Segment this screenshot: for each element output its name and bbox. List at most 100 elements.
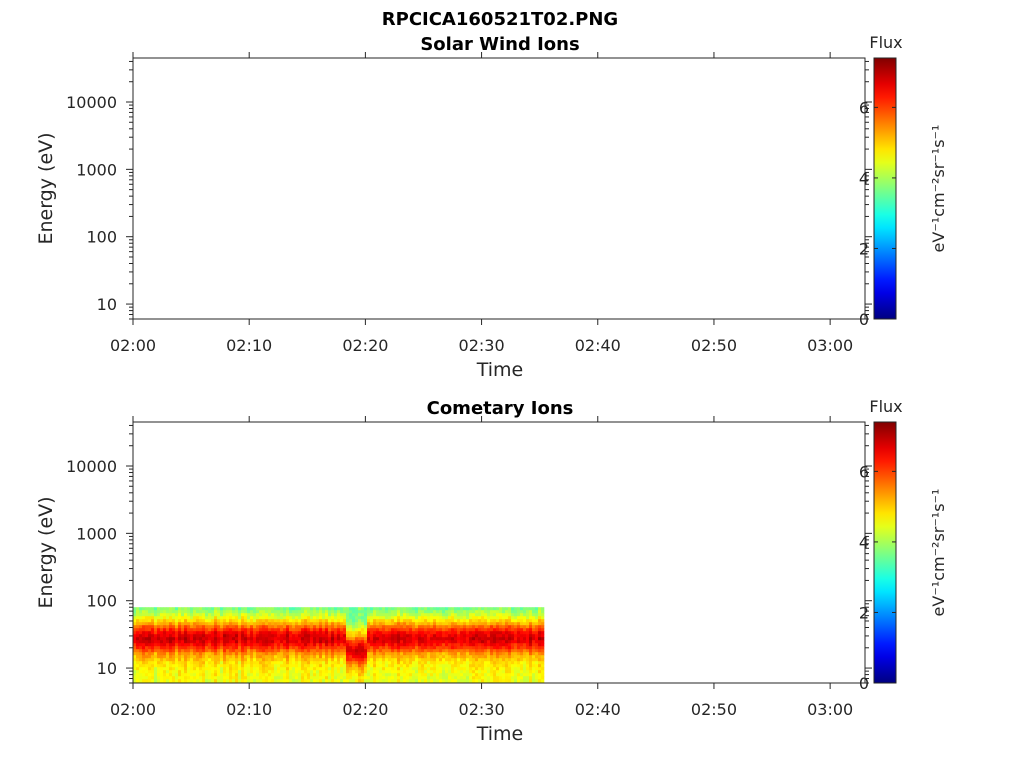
heatmap-cell [304, 649, 308, 653]
heatmap-cell [292, 625, 296, 629]
heatmap-cell [355, 676, 359, 680]
heatmap-cell [151, 658, 155, 662]
heatmap-cell [259, 658, 263, 662]
heatmap-cell [496, 679, 500, 683]
heatmap-cell [412, 625, 416, 629]
heatmap-cell [526, 613, 530, 617]
heatmap-cell [421, 646, 425, 650]
heatmap-cell [334, 652, 338, 656]
heatmap-cell [406, 661, 410, 665]
heatmap-cell [472, 610, 476, 614]
heatmap-cell [280, 637, 284, 641]
heatmap-cell [331, 616, 335, 620]
heatmap-cell [397, 649, 401, 653]
heatmap-cell [535, 628, 539, 632]
heatmap-cell [418, 655, 422, 659]
heatmap-cell [487, 628, 491, 632]
heatmap-cell [496, 658, 500, 662]
heatmap-cell [169, 676, 173, 680]
heatmap-cell [508, 607, 512, 611]
heatmap-cell [244, 637, 248, 641]
heatmap-cell [523, 640, 527, 644]
heatmap-cell [223, 607, 227, 611]
heatmap-cell [448, 649, 452, 653]
heatmap-cell [538, 646, 542, 650]
heatmap-cell [424, 616, 428, 620]
heatmap-cell [166, 613, 170, 617]
heatmap-cell [475, 607, 479, 611]
heatmap-cell [373, 655, 377, 659]
heatmap-cell [385, 640, 389, 644]
heatmap-cell [136, 616, 140, 620]
heatmap-cell [364, 610, 368, 614]
y-tick-label: 1000 [76, 524, 117, 543]
heatmap-cell [169, 643, 173, 647]
heatmap-cell [220, 625, 224, 629]
heatmap-cell [418, 640, 422, 644]
heatmap-cell [292, 652, 296, 656]
heatmap-cell [538, 640, 542, 644]
heatmap-cell [268, 670, 272, 674]
heatmap-cell [415, 661, 419, 665]
heatmap-cell [454, 640, 458, 644]
heatmap-cell [346, 637, 350, 641]
heatmap-cell [469, 628, 473, 632]
heatmap-cell [244, 649, 248, 653]
heatmap-cell [226, 631, 230, 635]
heatmap-cell [379, 619, 383, 623]
heatmap-cell [451, 670, 455, 674]
heatmap-cell [196, 631, 200, 635]
heatmap-cell [346, 628, 350, 632]
heatmap-cell [250, 643, 254, 647]
heatmap-cell [412, 649, 416, 653]
heatmap-cell [247, 637, 251, 641]
heatmap-cell [442, 661, 446, 665]
heatmap-cell [241, 616, 245, 620]
heatmap-cell [358, 643, 362, 647]
heatmap-cell [199, 631, 203, 635]
heatmap-cell [439, 640, 443, 644]
heatmap-cell [370, 646, 374, 650]
heatmap-cell [139, 655, 143, 659]
heatmap-cell [289, 676, 293, 680]
heatmap-cell [376, 658, 380, 662]
heatmap-cell [217, 637, 221, 641]
heatmap-cell [475, 661, 479, 665]
heatmap-cell [370, 619, 374, 623]
heatmap-cell [448, 658, 452, 662]
heatmap-cell [388, 631, 392, 635]
heatmap-cell [196, 646, 200, 650]
heatmap-cell [367, 619, 371, 623]
heatmap-cell [268, 673, 272, 677]
heatmap-cell [505, 646, 509, 650]
heatmap-cell [343, 616, 347, 620]
heatmap-cell [475, 658, 479, 662]
heatmap-cell [529, 625, 533, 629]
heatmap-cell [337, 613, 341, 617]
heatmap-cell [385, 622, 389, 626]
heatmap-cell [175, 616, 179, 620]
heatmap-cell [190, 670, 194, 674]
heatmap-cell [301, 664, 305, 668]
heatmap-cell [184, 676, 188, 680]
heatmap-cell [355, 625, 359, 629]
heatmap-cell [193, 661, 197, 665]
heatmap-cell [523, 655, 527, 659]
heatmap-cell [478, 646, 482, 650]
heatmap-cell [457, 625, 461, 629]
heatmap-cell [502, 613, 506, 617]
heatmap-cell [517, 652, 521, 656]
heatmap-cell [334, 637, 338, 641]
heatmap-cell [406, 616, 410, 620]
heatmap-cell [466, 673, 470, 677]
heatmap-cell [457, 616, 461, 620]
heatmap-cell [382, 607, 386, 611]
heatmap-cell [502, 619, 506, 623]
heatmap-cell [196, 673, 200, 677]
heatmap-cell [289, 655, 293, 659]
heatmap-cell [511, 643, 515, 647]
heatmap-cell [190, 667, 194, 671]
heatmap-cell [214, 676, 218, 680]
heatmap-cell [169, 622, 173, 626]
heatmap-cell [163, 622, 167, 626]
